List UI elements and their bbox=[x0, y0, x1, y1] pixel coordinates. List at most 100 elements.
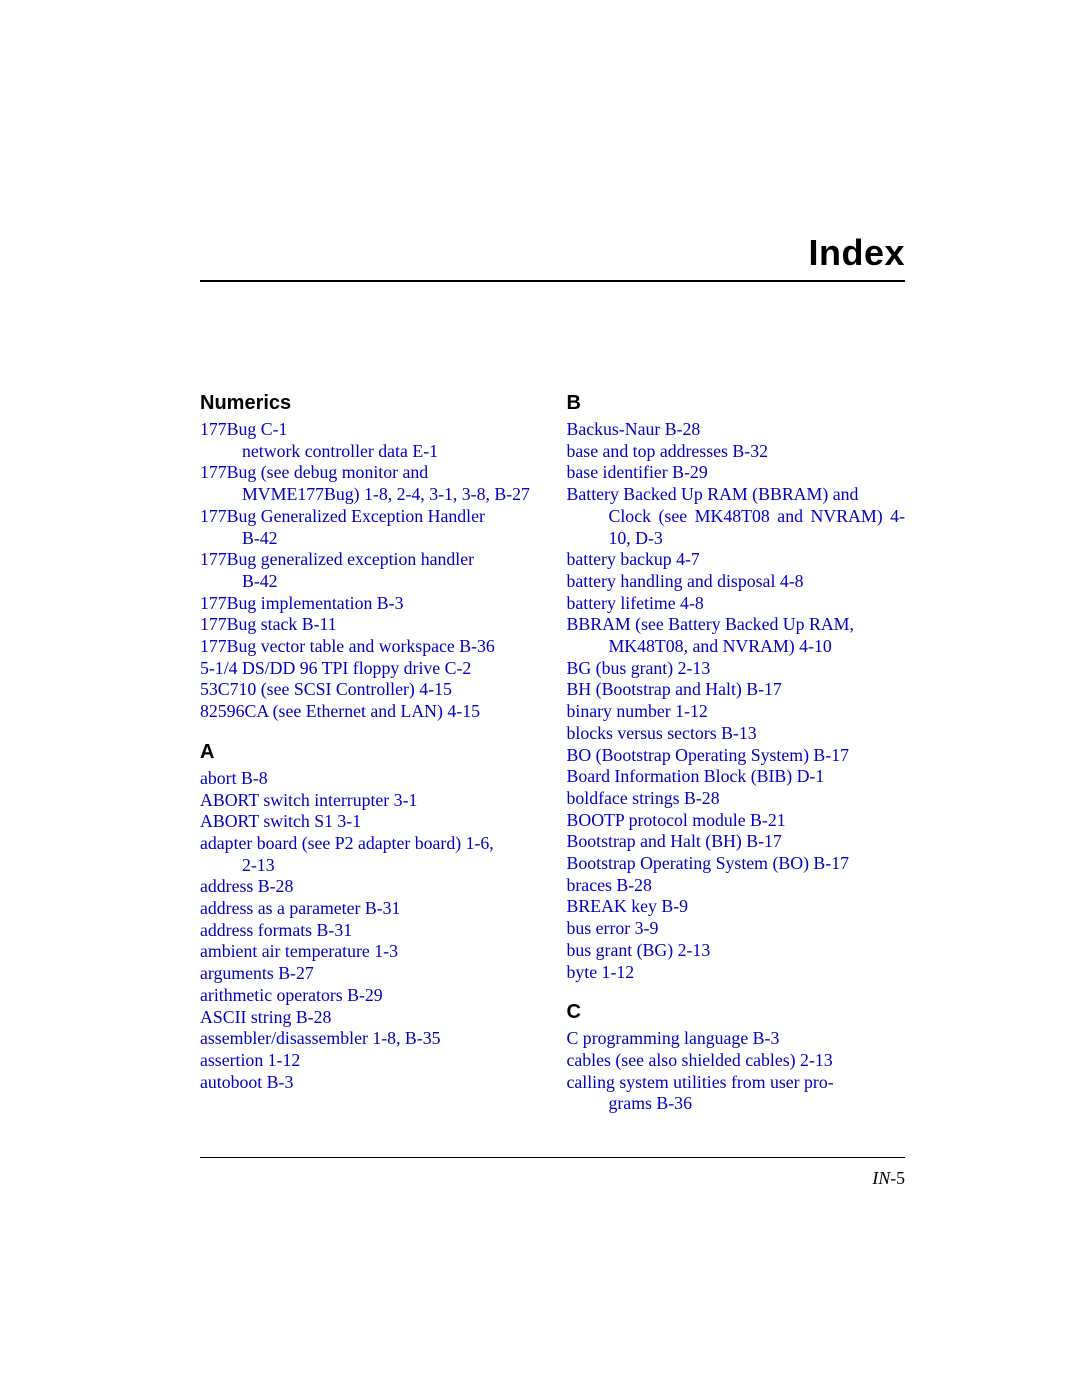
index-link[interactable]: binary number 1-12 bbox=[567, 701, 708, 721]
index-link[interactable]: address B-28 bbox=[200, 876, 293, 896]
index-link[interactable]: BREAK key B-9 bbox=[567, 896, 689, 916]
index-link[interactable]: BBRAM (see Battery Backed Up RAM, bbox=[567, 614, 854, 634]
index-entry: 82596CA (see Ethernet and LAN) 4-15 bbox=[200, 701, 539, 723]
index-entry: assembler/disassembler 1-8, B-35 bbox=[200, 1028, 539, 1050]
page: Index Numerics177Bug C-1network controll… bbox=[0, 0, 1080, 1269]
index-link[interactable]: ABORT switch S1 3-1 bbox=[200, 811, 361, 831]
index-entry: B-42 bbox=[200, 528, 539, 550]
index-link[interactable]: ambient air temperature 1-3 bbox=[200, 941, 398, 961]
index-entry: assertion 1-12 bbox=[200, 1050, 539, 1072]
index-link[interactable]: 177Bug vector table and workspace B-36 bbox=[200, 636, 495, 656]
index-entry: binary number 1-12 bbox=[567, 701, 906, 723]
index-entry: BO (Bootstrap Operating System) B-17 bbox=[567, 745, 906, 767]
index-link[interactable]: MK48T08, and NVRAM) 4-10 bbox=[609, 636, 832, 656]
index-entry: bus error 3-9 bbox=[567, 918, 906, 940]
index-link[interactable]: battery handling and disposal 4-8 bbox=[567, 571, 804, 591]
index-entry: byte 1-12 bbox=[567, 962, 906, 984]
index-link[interactable]: base identifier B-29 bbox=[567, 462, 708, 482]
index-entry: B-42 bbox=[200, 571, 539, 593]
index-entry: base and top addresses B-32 bbox=[567, 441, 906, 463]
section-heading: B bbox=[567, 392, 906, 415]
index-link[interactable]: assertion 1-12 bbox=[200, 1050, 300, 1070]
index-link[interactable]: 2-13 bbox=[242, 855, 275, 875]
index-link[interactable]: calling system utilities from user pro- bbox=[567, 1072, 834, 1092]
index-link[interactable]: BG (bus grant) 2-13 bbox=[567, 658, 711, 678]
index-entry: ASCII string B-28 bbox=[200, 1007, 539, 1029]
index-entry: 177Bug generalized exception handler bbox=[200, 549, 539, 571]
index-entry: abort B-8 bbox=[200, 768, 539, 790]
index-link[interactable]: battery backup 4-7 bbox=[567, 549, 700, 569]
index-link[interactable]: Bootstrap Operating System (BO) B-17 bbox=[567, 853, 850, 873]
index-link[interactable]: 177Bug (see debug monitor and bbox=[200, 462, 428, 482]
index-entry: address B-28 bbox=[200, 876, 539, 898]
index-entry: 2-13 bbox=[200, 855, 539, 877]
index-link[interactable]: 5-1/4 DS/DD 96 TPI floppy drive C-2 bbox=[200, 658, 471, 678]
index-link[interactable]: MVME177Bug) 1-8, 2-4, 3-1, 3-8, B-27 bbox=[242, 484, 530, 504]
index-entry: grams B-36 bbox=[567, 1093, 906, 1115]
index-link[interactable]: base and top addresses B-32 bbox=[567, 441, 768, 461]
index-link[interactable]: B-42 bbox=[242, 528, 278, 548]
index-link[interactable]: byte 1-12 bbox=[567, 962, 635, 982]
index-link[interactable]: boldface strings B-28 bbox=[567, 788, 720, 808]
index-link[interactable]: BH (Bootstrap and Halt) B-17 bbox=[567, 679, 782, 699]
index-link[interactable]: 177Bug generalized exception handler bbox=[200, 549, 474, 569]
index-link[interactable]: Backus-Naur B-28 bbox=[567, 419, 701, 439]
left-column: Numerics177Bug C-1network controller dat… bbox=[200, 392, 539, 1115]
index-link[interactable]: Battery Backed Up RAM (BBRAM) and bbox=[567, 484, 859, 504]
index-link[interactable]: 177Bug C-1 bbox=[200, 419, 287, 439]
index-link[interactable]: address as a parameter B-31 bbox=[200, 898, 400, 918]
index-link[interactable]: 177Bug stack B-11 bbox=[200, 614, 337, 634]
index-link[interactable]: grams B-36 bbox=[609, 1093, 692, 1113]
index-entry: 177Bug C-1 bbox=[200, 419, 539, 441]
index-link[interactable]: address formats B-31 bbox=[200, 920, 352, 940]
index-entry: braces B-28 bbox=[567, 875, 906, 897]
index-link[interactable]: battery lifetime 4-8 bbox=[567, 593, 704, 613]
index-entry: bus grant (BG) 2-13 bbox=[567, 940, 906, 962]
index-entry: Bootstrap Operating System (BO) B-17 bbox=[567, 853, 906, 875]
index-entry: 5-1/4 DS/DD 96 TPI floppy drive C-2 bbox=[200, 658, 539, 680]
index-entry: 177Bug (see debug monitor and bbox=[200, 462, 539, 484]
index-entry: blocks versus sectors B-13 bbox=[567, 723, 906, 745]
index-entry: Clock (see MK48T08 and NVRAM) 4-10, D-3 bbox=[567, 506, 906, 549]
index-link[interactable]: 177Bug Generalized Exception Handler bbox=[200, 506, 485, 526]
index-entry: boldface strings B-28 bbox=[567, 788, 906, 810]
index-link[interactable]: abort B-8 bbox=[200, 768, 268, 788]
index-link[interactable]: B-42 bbox=[242, 571, 278, 591]
index-link[interactable]: Clock (see MK48T08 and NVRAM) 4-10, D-3 bbox=[609, 506, 906, 548]
section-heading: A bbox=[200, 741, 539, 764]
index-link[interactable]: Bootstrap and Halt (BH) B-17 bbox=[567, 831, 782, 851]
index-entry: MVME177Bug) 1-8, 2-4, 3-1, 3-8, B-27 bbox=[200, 484, 539, 506]
index-entry: 177Bug stack B-11 bbox=[200, 614, 539, 636]
index-link[interactable]: autoboot B-3 bbox=[200, 1072, 293, 1092]
index-link[interactable]: 177Bug implementation B-3 bbox=[200, 593, 403, 613]
page-number: 5 bbox=[896, 1168, 905, 1188]
index-link[interactable]: network controller data E-1 bbox=[242, 441, 438, 461]
index-entry: adapter board (see P2 adapter board) 1-6… bbox=[200, 833, 539, 855]
index-entry: 53C710 (see SCSI Controller) 4-15 bbox=[200, 679, 539, 701]
index-link[interactable]: C programming language B-3 bbox=[567, 1028, 780, 1048]
index-entry: address as a parameter B-31 bbox=[200, 898, 539, 920]
index-link[interactable]: Board Information Block (BIB) D-1 bbox=[567, 766, 825, 786]
index-link[interactable]: 82596CA (see Ethernet and LAN) 4-15 bbox=[200, 701, 480, 721]
index-link[interactable]: bus error 3-9 bbox=[567, 918, 659, 938]
index-link[interactable]: cables (see also shielded cables) 2-13 bbox=[567, 1050, 833, 1070]
index-link[interactable]: BO (Bootstrap Operating System) B-17 bbox=[567, 745, 850, 765]
index-link[interactable]: ABORT switch interrupter 3-1 bbox=[200, 790, 417, 810]
index-link[interactable]: blocks versus sectors B-13 bbox=[567, 723, 757, 743]
index-link[interactable]: 53C710 (see SCSI Controller) 4-15 bbox=[200, 679, 452, 699]
index-entry: network controller data E-1 bbox=[200, 441, 539, 463]
index-link[interactable]: ASCII string B-28 bbox=[200, 1007, 331, 1027]
index-link[interactable]: BOOTP protocol module B-21 bbox=[567, 810, 786, 830]
index-link[interactable]: bus grant (BG) 2-13 bbox=[567, 940, 711, 960]
index-link[interactable]: arithmetic operators B-29 bbox=[200, 985, 383, 1005]
index-link[interactable]: assembler/disassembler 1-8, B-35 bbox=[200, 1028, 441, 1048]
index-entry: BBRAM (see Battery Backed Up RAM, bbox=[567, 614, 906, 636]
index-link[interactable]: braces B-28 bbox=[567, 875, 652, 895]
index-entry: battery backup 4-7 bbox=[567, 549, 906, 571]
index-entry: MK48T08, and NVRAM) 4-10 bbox=[567, 636, 906, 658]
index-link[interactable]: arguments B-27 bbox=[200, 963, 314, 983]
index-link[interactable]: adapter board (see P2 adapter board) 1-6… bbox=[200, 833, 494, 853]
index-entry: autoboot B-3 bbox=[200, 1072, 539, 1094]
index-entry: 177Bug implementation B-3 bbox=[200, 593, 539, 615]
index-entry: Battery Backed Up RAM (BBRAM) and bbox=[567, 484, 906, 506]
